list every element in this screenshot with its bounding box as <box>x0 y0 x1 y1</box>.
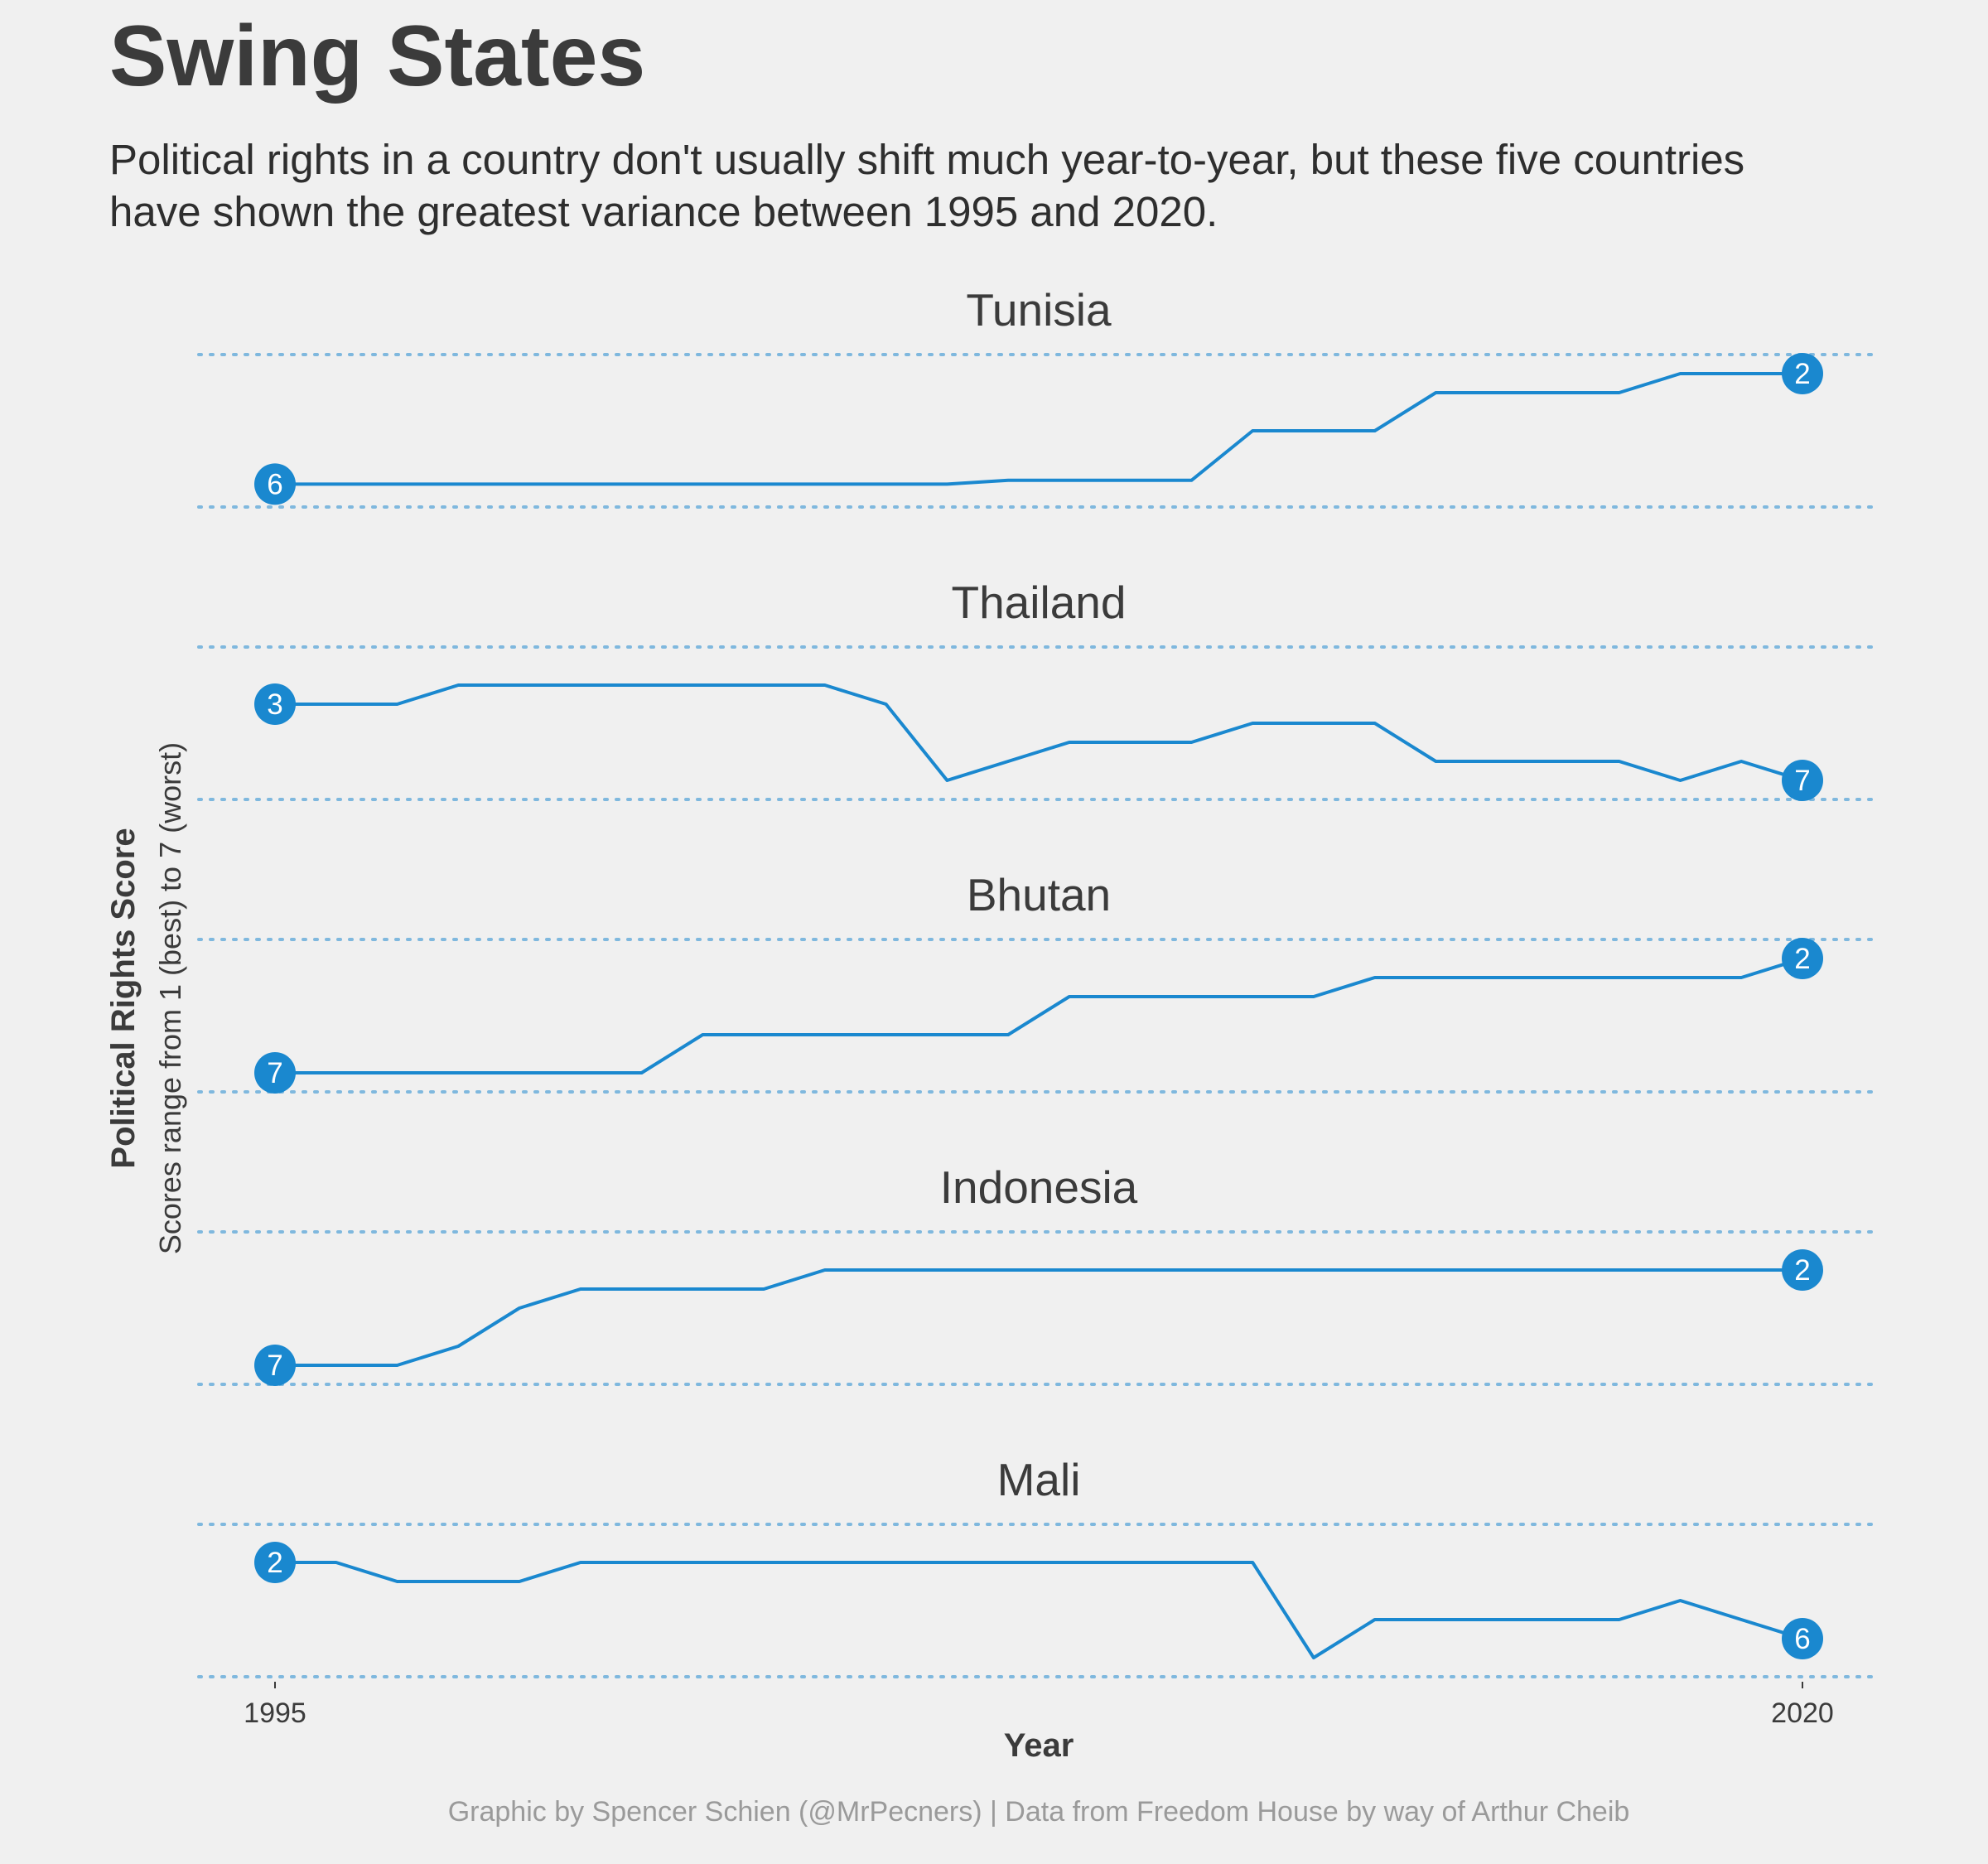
y-axis-sublabel: Scores range from 1 (best) to 7 (worst) <box>153 742 187 1254</box>
series-end-label-indonesia: 2 <box>1794 1254 1810 1287</box>
series-line-indonesia <box>275 1268 1802 1367</box>
series-end-point-tunisia <box>1782 353 1823 394</box>
series-end-point-bhutan <box>1782 938 1823 979</box>
x-tick-label-1995: 1995 <box>244 1697 306 1729</box>
facet-title-thailand: Thailand <box>952 577 1127 628</box>
facet-indonesia: Indonesia 7 2 <box>197 1161 1880 1386</box>
series-end-point-thailand <box>1782 760 1823 801</box>
chart-caption: Graphic by Spencer Schien (@MrPecners) |… <box>448 1796 1630 1828</box>
facet-tunisia: Tunisia 6 2 <box>197 284 1880 509</box>
series-end-label-bhutan: 2 <box>1794 943 1810 975</box>
series-end-label-thailand: 7 <box>1794 765 1810 797</box>
series-line-bhutan <box>275 957 1803 1074</box>
series-start-label-bhutan: 7 <box>267 1057 282 1089</box>
series-start-point-thailand <box>254 683 296 725</box>
facet-title-bhutan: Bhutan <box>967 869 1111 920</box>
x-tick-label-2020: 2020 <box>1771 1697 1834 1729</box>
series-start-label-thailand: 3 <box>267 688 282 721</box>
series-line-mali <box>275 1561 1803 1659</box>
facet-panels: Tunisia62Thailand37Bhutan72Indonesia72Ma… <box>197 284 1880 1678</box>
x-axis: 1995 2020 <box>244 1682 1834 1729</box>
series-start-point-tunisia <box>254 463 296 505</box>
facet-bhutan: Bhutan 7 2 <box>197 869 1880 1094</box>
facet-thailand: Thailand 3 7 <box>197 577 1880 801</box>
facet-title-mali: Mali <box>997 1454 1081 1505</box>
series-line-thailand <box>275 683 1803 782</box>
series-start-point-bhutan <box>254 1052 296 1094</box>
series-start-point-mali <box>254 1542 296 1583</box>
facet-mali: Mali 2 6 <box>197 1454 1880 1678</box>
series-start-point-indonesia <box>254 1345 296 1386</box>
series-start-label-mali: 2 <box>267 1547 282 1579</box>
series-end-label-tunisia: 2 <box>1794 358 1810 390</box>
series-end-point-indonesia <box>1782 1249 1823 1291</box>
series-start-label-tunisia: 6 <box>267 468 282 500</box>
chart-subtitle-line-1: Political rights in a country don't usua… <box>109 136 1744 183</box>
series-start-label-indonesia: 7 <box>267 1350 282 1382</box>
x-axis-label: Year <box>1004 1727 1074 1764</box>
chart-subtitle-line-2: have shown the greatest variance between… <box>109 188 1218 235</box>
series-line-tunisia <box>275 372 1802 486</box>
series-end-label-mali: 6 <box>1794 1623 1810 1655</box>
series-end-point-mali <box>1782 1618 1823 1659</box>
chart-title: Swing States <box>109 8 645 104</box>
y-axis-label: Political Rights Score <box>105 828 142 1168</box>
facet-title-indonesia: Indonesia <box>940 1161 1138 1213</box>
facet-title-tunisia: Tunisia <box>966 284 1112 336</box>
